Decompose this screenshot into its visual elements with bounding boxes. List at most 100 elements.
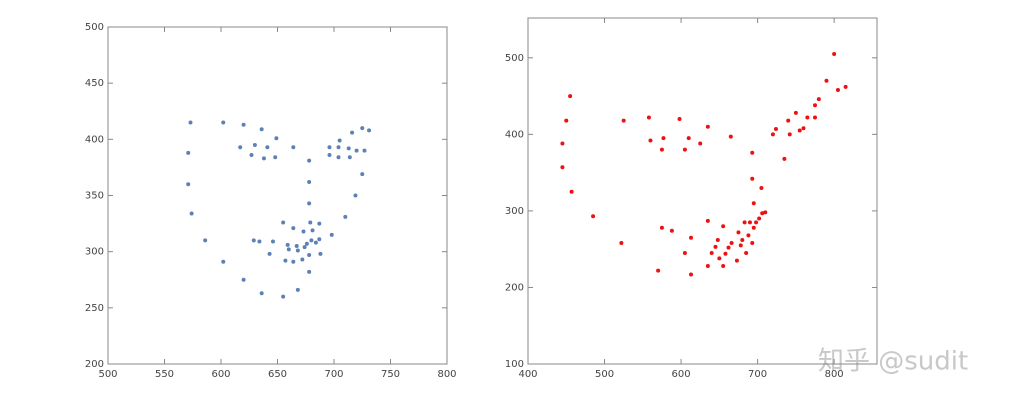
x-tick-label: 650 xyxy=(268,369,287,380)
point xyxy=(797,128,802,133)
point xyxy=(717,256,722,261)
point xyxy=(698,141,703,146)
point xyxy=(188,120,193,125)
point xyxy=(186,150,191,155)
point xyxy=(307,180,312,185)
x-tick-label: 600 xyxy=(672,369,691,380)
point xyxy=(801,126,806,131)
point xyxy=(757,216,762,221)
y-tick-label: 250 xyxy=(85,303,104,314)
point xyxy=(734,258,739,263)
point xyxy=(273,155,278,160)
point xyxy=(265,145,270,150)
point xyxy=(270,239,275,244)
point xyxy=(835,87,840,92)
point xyxy=(313,240,318,245)
x-tick-label: 800 xyxy=(437,369,456,380)
y-tick-label: 400 xyxy=(85,134,104,145)
x-tick-label: 700 xyxy=(748,369,767,380)
point xyxy=(648,138,653,143)
point xyxy=(291,259,296,264)
point xyxy=(686,136,691,141)
point xyxy=(713,244,718,249)
point xyxy=(726,245,731,250)
point xyxy=(343,214,348,219)
point xyxy=(759,185,764,190)
point xyxy=(747,220,752,225)
point xyxy=(203,238,208,243)
point xyxy=(291,145,296,150)
x-tick-label: 400 xyxy=(518,369,537,380)
x-tick-label: 500 xyxy=(98,369,117,380)
point xyxy=(252,142,257,147)
y-tick-label: 300 xyxy=(85,247,104,258)
point xyxy=(360,172,365,177)
plot-frame xyxy=(107,26,448,365)
point xyxy=(310,228,315,233)
point xyxy=(337,138,342,143)
point xyxy=(705,264,710,269)
point xyxy=(843,84,848,89)
point xyxy=(336,155,341,160)
point xyxy=(307,201,312,206)
y-tick-label: 500 xyxy=(85,22,104,33)
point xyxy=(736,230,741,235)
point xyxy=(728,134,733,139)
point xyxy=(300,257,305,262)
point xyxy=(773,126,778,131)
point xyxy=(787,132,792,137)
point xyxy=(362,148,367,153)
point xyxy=(659,147,664,152)
point xyxy=(656,268,661,273)
point xyxy=(241,122,246,127)
point xyxy=(317,221,322,226)
point xyxy=(813,115,818,120)
point xyxy=(350,130,355,135)
point xyxy=(659,225,664,230)
y-tick-label: 200 xyxy=(85,359,104,370)
point xyxy=(281,294,286,299)
point xyxy=(682,147,687,152)
point xyxy=(746,233,751,238)
point xyxy=(760,211,765,216)
point xyxy=(307,158,312,163)
point xyxy=(301,229,306,234)
y-tick-label: 450 xyxy=(85,78,104,89)
point xyxy=(281,220,286,225)
point xyxy=(813,103,818,108)
point xyxy=(353,193,358,198)
y-tick-label: 500 xyxy=(505,53,524,64)
point xyxy=(763,210,768,215)
point xyxy=(241,277,246,282)
point xyxy=(221,259,226,264)
point xyxy=(669,228,674,233)
point xyxy=(715,237,720,242)
point xyxy=(569,189,574,194)
point xyxy=(751,201,756,206)
point xyxy=(560,165,565,170)
point xyxy=(744,251,749,256)
point xyxy=(705,124,710,129)
point xyxy=(621,118,626,123)
point xyxy=(259,127,264,132)
point xyxy=(750,241,755,246)
point xyxy=(347,155,352,160)
point xyxy=(295,287,300,292)
y-tick-label: 400 xyxy=(505,129,524,140)
point xyxy=(302,245,307,250)
point xyxy=(832,51,837,56)
point xyxy=(661,136,666,141)
y-tick-label: 100 xyxy=(505,359,524,370)
y-tick-label: 300 xyxy=(505,206,524,217)
point xyxy=(346,146,351,151)
point xyxy=(682,251,687,256)
point xyxy=(689,235,694,240)
point xyxy=(285,242,290,247)
point xyxy=(560,141,565,146)
point xyxy=(307,253,312,258)
watermark: 知乎 @sudit xyxy=(818,347,968,377)
point xyxy=(249,153,254,158)
point xyxy=(327,145,332,150)
point xyxy=(740,237,745,242)
point xyxy=(824,78,829,83)
